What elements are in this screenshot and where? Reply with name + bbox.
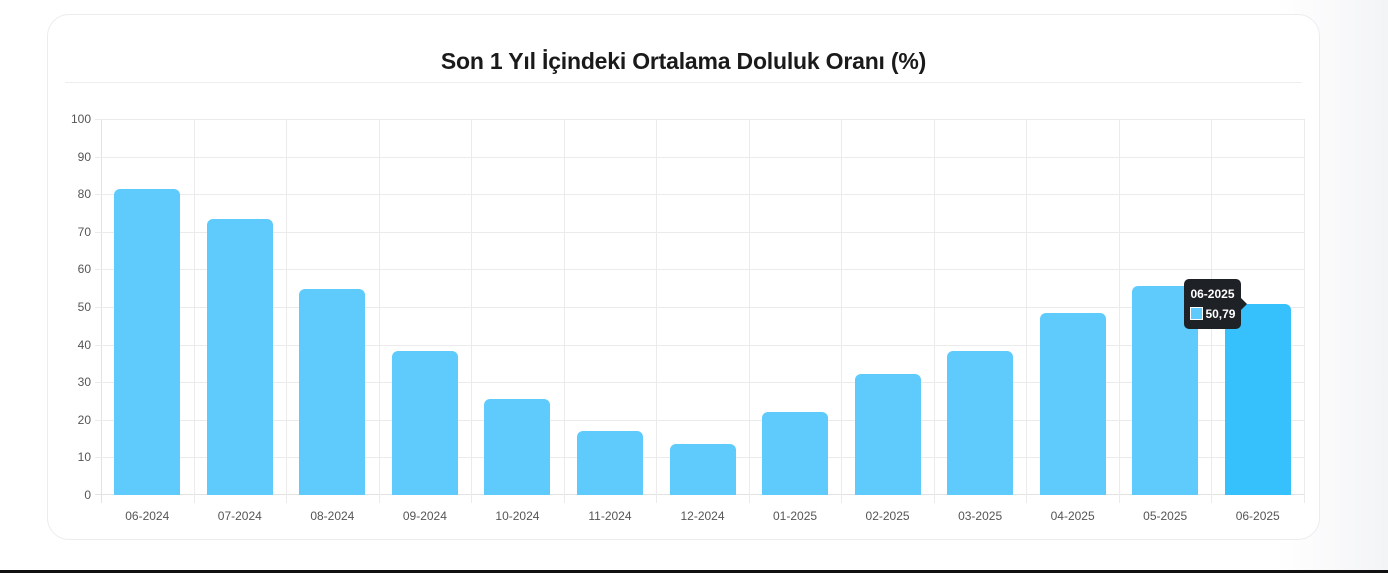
plot-area: 0 10 20 30 40 50 60 70 80 90 100 06-2024 07-2024 08-2… [71,112,1305,523]
x-tick-label: 03-2025 [958,509,1003,523]
grid-line-vertical [748,119,750,503]
tooltip-label: 06-2025 [1190,287,1235,302]
y-tick-label: 30 [77,375,91,390]
bar-09-2024[interactable] [391,351,458,495]
grid-line-horizontal [95,231,1304,233]
grid-line-vertical [286,119,288,503]
x-tick-label: 12-2024 [680,509,725,523]
grid-line-vertical [1026,119,1028,503]
y-axis-line [101,119,102,503]
grid-line-horizontal [95,344,1304,346]
x-tick-label: 08-2024 [310,509,355,523]
bar-02-2025[interactable] [854,373,921,495]
grid-line-horizontal [95,194,1304,196]
x-tick-label: 04-2025 [1050,509,1095,523]
chart-card: Son 1 Yıl İçindeki Ortalama Doluluk Oran… [47,14,1320,540]
y-tick-label: 50 [77,300,91,314]
bar-04-2025[interactable] [1039,313,1106,495]
bar-11-2024[interactable] [576,431,643,495]
title-divider [65,82,1302,83]
grid-line-vertical [378,119,380,503]
x-tick-label: 05-2025 [1143,509,1188,523]
y-tick-label: 90 [77,149,91,164]
y-tick-label: 10 [77,450,91,465]
grid-line-horizontal [95,156,1304,158]
bar-tooltip: 06-2025 50,79 [1184,279,1248,330]
bar-03-2025[interactable] [947,351,1014,495]
x-tick-label: 06-2024 [125,509,170,523]
bar-08-2024[interactable] [299,288,366,495]
tooltip-value: 50,79 [1205,307,1236,322]
legend-swatch-icon [1190,307,1204,321]
y-tick-label: 0 [84,488,91,502]
x-tick-label: 06-2025 [1235,509,1280,523]
grid-line-horizontal [95,269,1304,271]
grid-line-horizontal [95,307,1304,308]
grid-line-horizontal [95,382,1304,384]
y-tick-label: 20 [77,412,91,427]
grid-line-vertical [656,119,658,503]
grid-line-vertical [563,119,565,503]
tooltip-value-row: 50,79 [1190,304,1235,324]
grid-line-vertical [471,119,473,503]
bar-07-2024[interactable] [206,219,273,495]
bar-06-2024[interactable] [114,188,181,495]
x-tick-label: 09-2024 [402,509,447,523]
bar-01-2025[interactable] [762,411,829,495]
y-tick-label: 80 [77,187,91,202]
y-tick-label: 60 [77,262,91,277]
bar-10-2024[interactable] [484,399,551,495]
y-tick-label: 70 [77,224,91,239]
grid-line-horizontal [95,119,1304,120]
bar-06-2025[interactable] [1224,304,1291,495]
grid-line-vertical [1118,119,1120,503]
x-tick-label: 01-2025 [773,509,818,523]
y-tick-label: 100 [70,112,91,126]
x-tick-label: 07-2024 [217,509,262,523]
x-tick-label: 11-2024 [588,509,632,523]
bar-12-2024[interactable] [669,443,736,495]
screen-bottom-edge [0,570,1388,573]
grid-line-vertical [933,119,935,503]
grid-line-horizontal [95,419,1304,421]
grid-line-vertical [1304,119,1305,503]
x-tick-label: 10-2024 [495,509,540,523]
chart-title: Son 1 Yıl İçindeki Ortalama Doluluk Oran… [440,48,927,74]
y-tick-label: 40 [77,337,91,352]
x-tick-label: 02-2025 [865,509,910,523]
grid-line-vertical [841,119,843,503]
grid-line-vertical [193,119,195,503]
